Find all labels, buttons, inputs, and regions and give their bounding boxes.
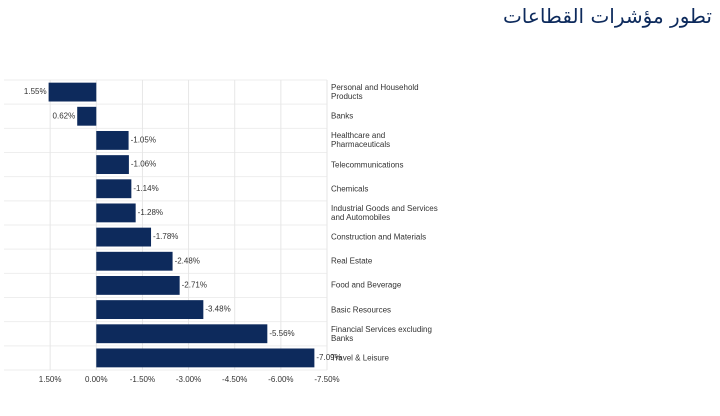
category-label: Financial Services excluding Banks [331, 324, 432, 343]
value-label: 1.55% [24, 87, 47, 96]
value-label: -2.71% [182, 281, 207, 290]
category-label: Food and Beverage [331, 280, 402, 290]
category-label: Construction and Materials [331, 232, 427, 242]
category-label: Industrial Goods and Services and Automo… [331, 203, 438, 222]
value-label: -1.28% [138, 208, 163, 217]
value-label: 0.62% [53, 111, 76, 120]
category-label: Telecommunications [331, 160, 404, 170]
value-label: -1.06% [131, 160, 156, 169]
x-tick-label: -3.00% [176, 375, 201, 384]
value-label: -1.78% [153, 232, 178, 241]
x-tick-label: 1.50% [39, 375, 62, 384]
bar [77, 106, 97, 126]
bar [96, 300, 204, 320]
category-label: Basic Resources [331, 305, 392, 315]
bar [96, 179, 132, 199]
category-label: Healthcare and Pharmaceuticals [331, 131, 391, 150]
x-tick-label: -7.50% [314, 375, 339, 384]
value-label: -1.05% [131, 136, 156, 145]
category-label: Real Estate [331, 256, 373, 266]
value-label: -1.14% [133, 184, 158, 193]
value-label: -3.48% [205, 305, 230, 314]
value-label: -7.09% [316, 353, 341, 362]
bar [96, 203, 136, 223]
bar [96, 227, 152, 247]
value-label: -5.56% [269, 329, 294, 338]
category-label: Travel & Leisure [331, 353, 389, 363]
chart-title: تطور مؤشرات القطاعات [502, 4, 712, 28]
bar [96, 275, 180, 295]
x-tick-label: -6.00% [268, 375, 293, 384]
bar [48, 82, 97, 102]
bar [96, 251, 173, 271]
bar [96, 348, 315, 368]
category-label: Banks [331, 111, 354, 121]
bar [96, 324, 268, 344]
value-label: -2.48% [175, 256, 200, 265]
x-tick-label: -1.50% [130, 375, 155, 384]
bar [96, 130, 129, 150]
bar [96, 155, 129, 175]
category-label: Chemicals [331, 184, 369, 194]
category-label: Personal and Household Products [331, 83, 419, 102]
x-tick-label: 0.00% [85, 375, 108, 384]
x-tick-label: -4.50% [222, 375, 247, 384]
